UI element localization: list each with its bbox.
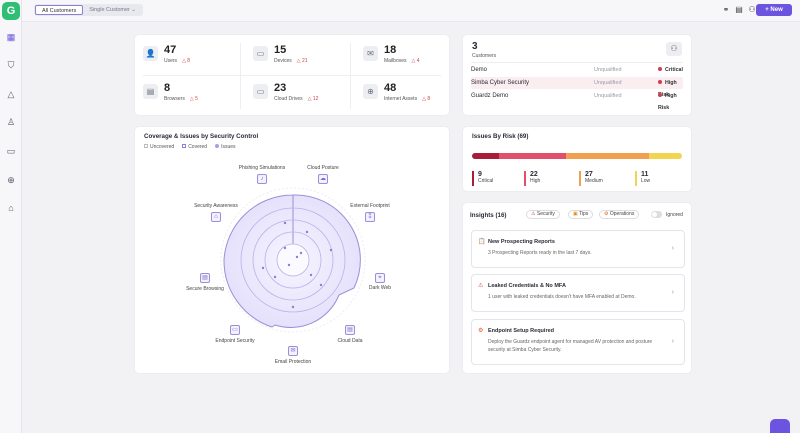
stat-users[interactable]: 👤 47 Users △ 8 [143,44,233,66]
issues-card: Issues By Risk (69) 9 Critical 22 High 2… [462,126,692,192]
database-icon[interactable]: ▤ [345,325,355,335]
label-dark-web: Dark Web [368,285,392,291]
stat-devices[interactable]: ▭ 15 Devices △ 21 [253,44,343,66]
customers-count: 3 [472,41,478,52]
darkweb-icon[interactable]: ⌖ [375,273,385,283]
stat-browsers[interactable]: ▤ 8 Browsers △ 5 [143,82,233,104]
sidebar: G ▦ ⛉ △ ♙ ▭ ⊕ ⌂ [0,0,22,433]
laptop-icon[interactable]: ▭ [230,325,240,335]
globe-icon: ⊕ [363,84,378,99]
customer-row[interactable]: Simba Cyber Security Unqualified High Ri… [471,77,683,98]
document-icon[interactable]: ▤ [735,5,743,14]
insights-card: Insights (16) ⚠ Security ▣ Tips ⚙ Operat… [462,202,692,374]
filter-tips[interactable]: ▣ Tips [568,210,594,219]
legend-issues: Issues [215,144,236,150]
stat-mailboxes[interactable]: ✉ 18 Mailboxes △ 4 [363,44,453,66]
label-secure-browsing: Secure Browsing [186,286,224,292]
customer-row[interactable]: Demo Unqualified Critical Risk [471,64,683,85]
filter-security[interactable]: ⚠ Security [526,210,560,219]
insight-item[interactable]: ⚠ Leaked Credentials & No MFA 1 user wit… [471,274,685,312]
fishhook-icon[interactable]: ♪ [257,174,267,184]
insight-item[interactable]: ⚙ Endpoint Setup Required Deploy the Gua… [471,319,685,365]
gear-icon: ⚙ [478,328,484,334]
risk-medium[interactable]: 27 Medium [579,171,603,186]
users-icon[interactable]: ⚇ [666,42,682,56]
coverage-card: Coverage & Issues by Security Control Un… [134,126,450,374]
email-icon[interactable]: ✉ [288,346,298,356]
coverage-title: Coverage & Issues by Security Control [144,133,259,140]
customers-label: Customers [472,53,497,59]
label-phishing: Phishing Simulations [238,165,286,171]
folder-icon: ▭ [253,84,268,99]
clipboard-icon: 📋 [478,239,486,245]
label-endpoint-security: Endpoint Security [215,338,255,344]
graduation-icon[interactable]: ⌂ [8,203,14,213]
chevron-right-icon: › [671,289,674,296]
coverage-legend: Uncovered Covered Issues [144,144,236,150]
coverage-radar [220,187,366,333]
risk-bar [472,153,682,159]
stat-internet-assets[interactable]: ⊕ 48 Internet Assets △ 8 [363,82,453,104]
globe-icon[interactable]: ⊕ [7,175,15,185]
risk-segment-medium [566,153,649,159]
filter-operations[interactable]: ⚙ Operations [599,210,640,219]
chevron-right-icon: › [671,338,674,345]
divider [240,43,241,109]
issues-title: Issues By Risk (69) [472,133,529,140]
handshake-icon[interactable]: ⚭ [722,5,730,14]
stats-card: 👤 47 Users △ 8 ▭ 15 Devices △ 21 ✉ 18 Mail… [134,34,450,116]
mail-icon: ✉ [363,46,378,61]
users-icon[interactable]: ⚇ [748,5,756,14]
legend-uncovered: Uncovered [144,144,174,150]
graduation-icon[interactable]: ⌂ [211,212,221,222]
browser-icon[interactable]: ▤ [200,273,210,283]
insight-item[interactable]: 📋 New Prospecting Reports 3 Prospecting … [471,230,685,268]
monitor-icon[interactable]: ▭ [6,146,16,156]
tab-all-customers[interactable]: All Customers [35,5,84,15]
cloud-icon[interactable]: ☁ [318,174,328,184]
divider [350,43,351,109]
new-button[interactable]: + New [756,4,792,16]
label-external-footprint: External Footprint [350,203,390,209]
tab-single-customer[interactable]: Single Customer ⌄ [89,7,137,13]
customer-scope-toggle: All Customers Single Customer ⌄ [34,4,144,16]
label-cloud-posture: Cloud Posture [307,165,339,171]
risk-badge: High Risk [658,90,683,114]
dashboard-icon[interactable]: ▦ [6,32,16,42]
customer-row[interactable]: Guardz Demo Unqualified High Risk [471,90,683,111]
user-icon[interactable]: ♙ [6,117,16,127]
user-icon: 👤 [143,46,158,61]
guardz-logo[interactable]: G [2,2,20,20]
label-email-protection: Email Protection [274,359,312,365]
chevron-right-icon: › [671,245,674,252]
divider [471,62,683,63]
ignored-label: Ignored [666,212,683,218]
warning-icon: ⚠ [478,283,484,289]
risk-segment-high [499,153,567,159]
risk-high[interactable]: 22 High [524,171,540,186]
chat-launcher-icon[interactable] [770,419,790,433]
topbar: All Customers Single Customer ⌄ ⚭ ▤ ⚇ + … [22,0,800,22]
divider [143,75,441,76]
insights-title: Insights (16) [470,212,507,219]
device-icon: ▭ [253,46,268,61]
alert-icon[interactable]: △ [7,89,15,99]
stat-cloud-drives[interactable]: ▭ 23 Cloud Drives △ 12 [253,82,343,104]
ignored-toggle[interactable] [651,211,662,218]
legend-covered: Covered [182,144,207,150]
label-cloud-data: Cloud Data [337,338,363,344]
footprint-icon[interactable]: ⁑ [365,212,375,222]
risk-critical[interactable]: 9 Critical [472,171,493,186]
risk-segment-low [648,153,682,159]
customers-card: 3 Customers ⚇ Demo Unqualified Critical … [462,34,692,116]
risk-segment-critical [472,153,500,159]
browser-icon: ▤ [143,84,158,99]
risk-low[interactable]: 11 Low [635,171,650,186]
shield-icon[interactable]: ⛉ [7,60,15,70]
label-security-awareness: Security Awareness [194,203,238,209]
